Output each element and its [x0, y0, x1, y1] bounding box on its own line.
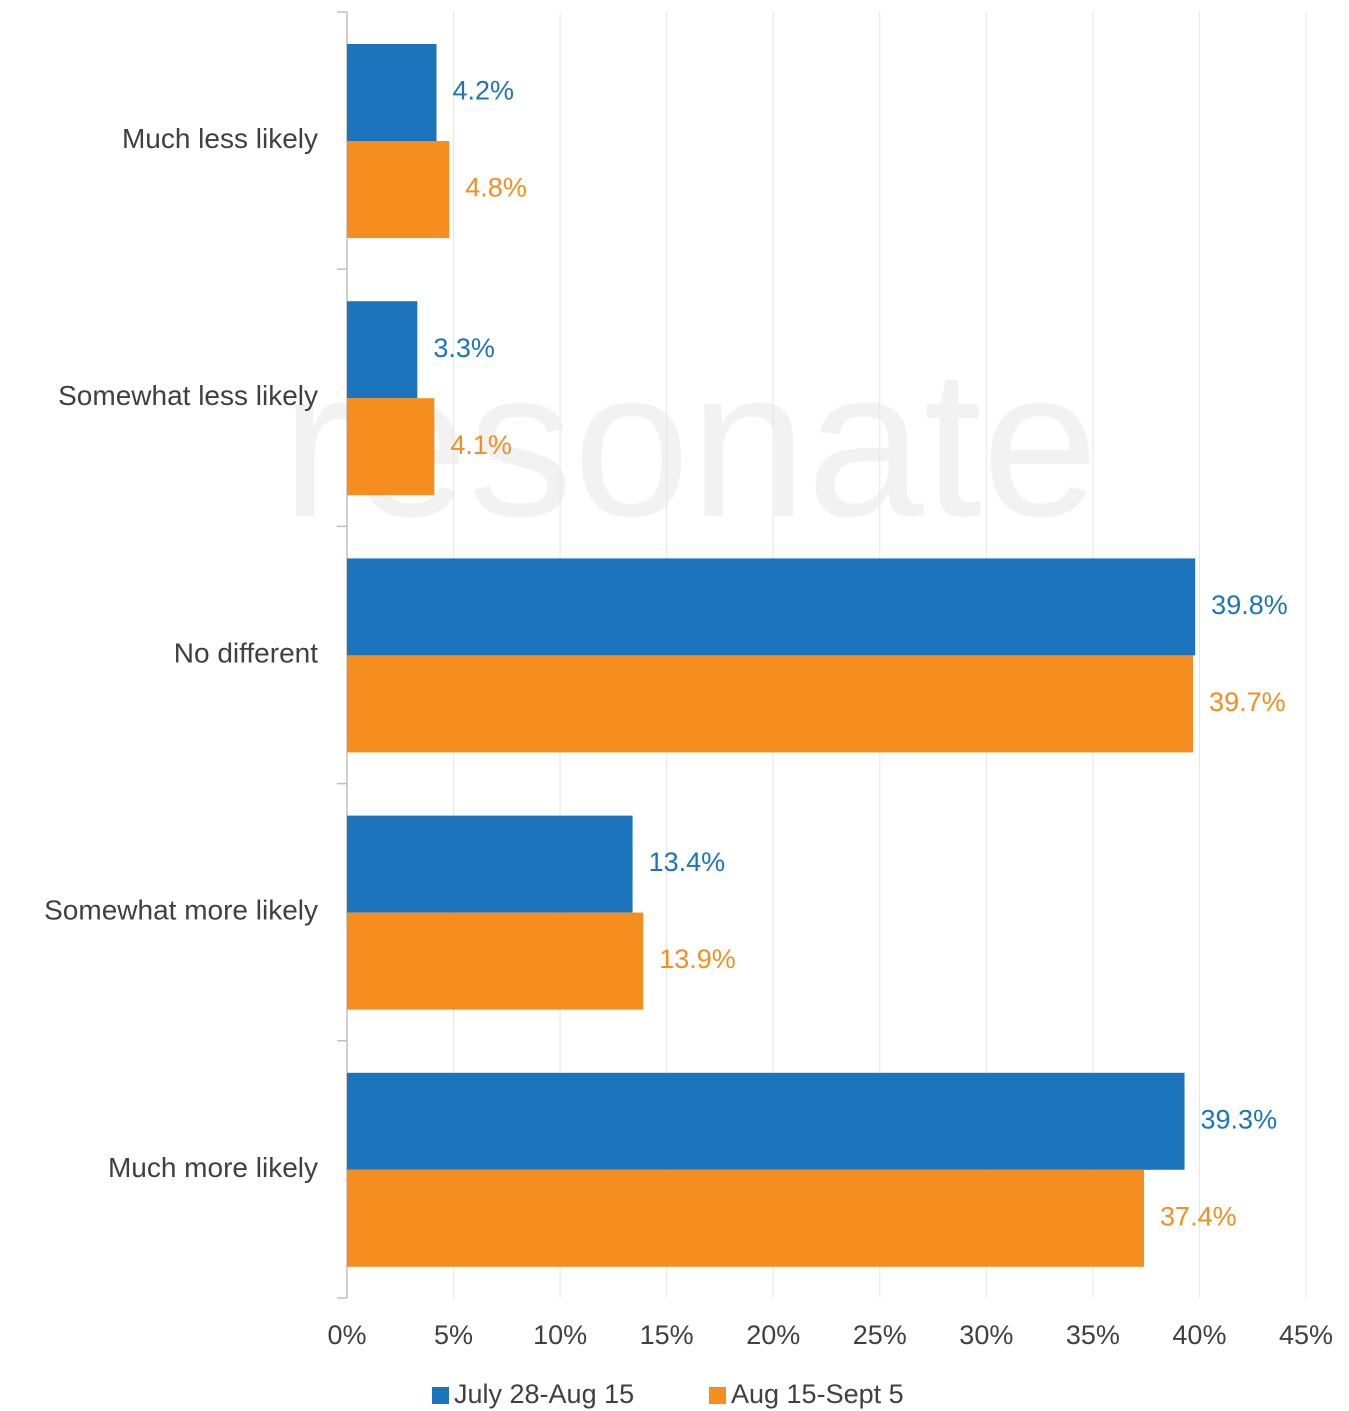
x-tick-label: 25%: [853, 1320, 907, 1350]
category-label: No different: [174, 637, 318, 668]
x-tick-label: 20%: [746, 1320, 800, 1350]
category-label: Somewhat more likely: [44, 895, 318, 926]
value-label: 4.2%: [453, 76, 515, 106]
value-label: 39.8%: [1211, 590, 1288, 620]
bar: [347, 1072, 1185, 1170]
legend-swatch: [709, 1387, 726, 1404]
bar: [347, 815, 633, 913]
bar: [347, 141, 450, 238]
value-label: 13.9%: [659, 944, 736, 974]
value-label: 3.3%: [433, 333, 495, 363]
bar: [347, 1169, 1145, 1267]
bar: [347, 655, 1194, 753]
category-label: Much less likely: [122, 123, 318, 154]
value-label: 4.8%: [465, 173, 527, 203]
x-tick-label: 30%: [959, 1320, 1013, 1350]
bar: [347, 301, 418, 399]
category-label: Much more likely: [108, 1152, 318, 1183]
x-tick-label: 40%: [1172, 1320, 1226, 1350]
bar: [347, 912, 644, 1010]
value-label: 39.7%: [1209, 687, 1286, 717]
bar: [347, 558, 1196, 656]
legend-label: Aug 15-Sept 5: [731, 1379, 904, 1409]
value-label: 4.1%: [450, 430, 512, 460]
bar: [347, 398, 435, 496]
x-tick-label: 10%: [533, 1320, 587, 1350]
value-label: 39.3%: [1201, 1104, 1278, 1134]
bar: [347, 44, 437, 141]
legend-label: July 28-Aug 15: [454, 1379, 634, 1409]
x-tick-label: 5%: [434, 1320, 473, 1350]
value-label: 13.4%: [649, 847, 726, 877]
x-tick-label: 35%: [1066, 1320, 1120, 1350]
x-tick-label: 15%: [640, 1320, 694, 1350]
x-tick-label: 45%: [1279, 1320, 1333, 1350]
legend-swatch: [432, 1387, 449, 1404]
value-label: 37.4%: [1160, 1201, 1237, 1231]
category-label: Somewhat less likely: [58, 380, 318, 411]
x-tick-label: 0%: [327, 1320, 366, 1350]
